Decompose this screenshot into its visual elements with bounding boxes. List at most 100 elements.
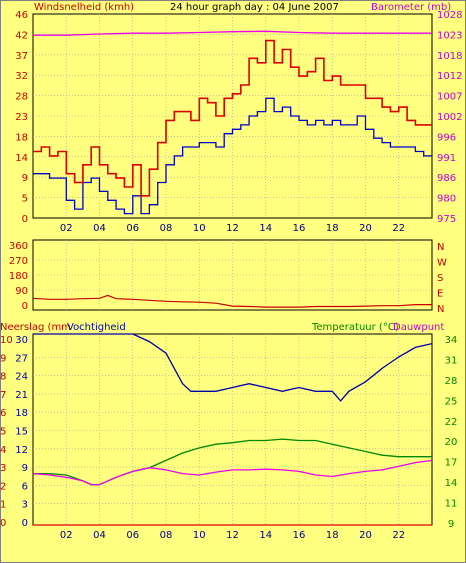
series-lines bbox=[32, 30, 433, 526]
x-tick-label: 18 bbox=[326, 530, 339, 541]
x-tick-label: 14 bbox=[259, 530, 272, 541]
humidity-tick-label: 21 bbox=[15, 390, 28, 401]
x-tick-label: 22 bbox=[392, 223, 405, 234]
chart-title: 24 hour graph day : 04 June 2007 bbox=[170, 2, 339, 13]
wind-tick-label: 32 bbox=[15, 71, 28, 82]
humidity-tick-label: 0 bbox=[22, 518, 28, 529]
rain-tick-label: 2 bbox=[0, 481, 6, 492]
humidity-tick-label: 3 bbox=[22, 500, 28, 511]
rain-tick-label: 0 bbox=[0, 518, 6, 529]
dewpoint-series bbox=[32, 459, 433, 486]
barometer-axis-label: Barometer (mb) bbox=[371, 2, 451, 13]
humidity-series bbox=[33, 333, 433, 402]
barometer-tick-label: 1007 bbox=[437, 92, 462, 103]
rain-tick-label: 3 bbox=[0, 463, 6, 474]
direction-tick-label: 270 bbox=[9, 256, 28, 267]
direction-tick-label: 0 bbox=[22, 301, 28, 312]
wind-tick-label: 46 bbox=[15, 10, 28, 21]
wind-tick-label: 9 bbox=[22, 173, 28, 184]
x-tick-label: 18 bbox=[326, 223, 339, 234]
humidity-tick-label: 6 bbox=[22, 481, 28, 492]
x-tick-label: 08 bbox=[160, 530, 173, 541]
wind-speed-series bbox=[33, 97, 432, 215]
direction-tick-label: 360 bbox=[9, 241, 28, 252]
wind-direction-series bbox=[32, 294, 432, 308]
grid-lines bbox=[33, 14, 432, 525]
barometer-tick-label: 1023 bbox=[437, 30, 462, 41]
dewpoint-axis-label: Dauwpunt bbox=[393, 322, 444, 333]
barometer-series bbox=[33, 30, 432, 36]
x-tick-label: 16 bbox=[293, 223, 306, 234]
compass-label: N bbox=[437, 242, 444, 253]
compass-label: W bbox=[437, 258, 447, 269]
rain-tick-label: 8 bbox=[0, 372, 6, 383]
humidity-tick-label: 15 bbox=[15, 427, 28, 438]
rain-tick-label: 9 bbox=[0, 353, 6, 364]
x-tick-label: 20 bbox=[359, 530, 372, 541]
wind-tick-label: 5 bbox=[22, 194, 28, 205]
rain-axis-label: Neerslag (mm bbox=[0, 322, 71, 333]
temperature-tick-label: 34 bbox=[445, 335, 458, 346]
x-tick-label: 14 bbox=[259, 223, 272, 234]
x-tick-label: 10 bbox=[193, 530, 206, 541]
x-tick-label: 12 bbox=[226, 530, 239, 541]
wind-tick-label: 18 bbox=[15, 132, 28, 143]
barometer-tick-label: 1018 bbox=[437, 51, 462, 62]
x-tick-label: 04 bbox=[93, 530, 106, 541]
compass-label: E bbox=[437, 289, 443, 300]
barometer-tick-label: 986 bbox=[437, 173, 456, 184]
x-tick-label: 22 bbox=[392, 530, 405, 541]
wind-tick-label: 28 bbox=[15, 92, 28, 103]
temperature-tick-label: 31 bbox=[445, 355, 458, 366]
rain-tick-label: 4 bbox=[0, 445, 6, 456]
humidity-tick-label: 27 bbox=[15, 353, 28, 364]
barometer-tick-label: 991 bbox=[437, 153, 456, 164]
temperature-tick-label: 25 bbox=[445, 396, 458, 407]
x-tick-label: 06 bbox=[126, 223, 139, 234]
temperature-tick-label: 22 bbox=[445, 417, 458, 428]
wind-tick-label: 14 bbox=[15, 153, 28, 164]
barometer-tick-label: 996 bbox=[437, 132, 456, 143]
barometer-tick-label: 1002 bbox=[437, 112, 462, 123]
temperature-tick-label: 28 bbox=[445, 376, 458, 387]
x-tick-label: 04 bbox=[93, 223, 106, 234]
rain-tick-label: 5 bbox=[0, 427, 6, 438]
wind-axis-label: Windsnelheid (kmh) bbox=[34, 2, 134, 13]
rain-tick-label: 10 bbox=[0, 335, 13, 346]
direction-tick-label: 180 bbox=[9, 271, 28, 282]
wind-tick-label: 23 bbox=[15, 112, 28, 123]
compass-label: S bbox=[437, 273, 443, 284]
temperature-tick-label: 9 bbox=[448, 519, 454, 530]
humidity-tick-label: 30 bbox=[15, 335, 28, 346]
wind-gust-series bbox=[33, 39, 432, 197]
humidity-tick-label: 9 bbox=[22, 463, 28, 474]
temperature-axis-label: Temperatuur (°C) bbox=[311, 322, 399, 333]
temperature-tick-label: 11 bbox=[445, 499, 458, 510]
temperature-tick-label: 17 bbox=[445, 458, 458, 469]
wind-tick-label: 37 bbox=[15, 51, 28, 62]
rain-tick-label: 7 bbox=[0, 390, 6, 401]
x-tick-label: 10 bbox=[193, 223, 206, 234]
humidity-tick-label: 12 bbox=[15, 445, 28, 456]
humidity-tick-label: 24 bbox=[15, 372, 28, 383]
barometer-tick-label: 980 bbox=[437, 194, 456, 205]
x-tick-label: 20 bbox=[359, 223, 372, 234]
x-tick-label: 02 bbox=[60, 223, 73, 234]
barometer-tick-label: 1012 bbox=[437, 71, 462, 82]
temperature-tick-label: 14 bbox=[445, 478, 458, 489]
barometer-tick-label: 1028 bbox=[437, 10, 462, 21]
rain-tick-label: 6 bbox=[0, 408, 6, 419]
x-tick-label: 16 bbox=[293, 530, 306, 541]
direction-tick-label: 90 bbox=[15, 286, 28, 297]
tick-labels: 4642373228231814950102810231018101210071… bbox=[0, 10, 462, 541]
rain-tick-label: 1 bbox=[0, 500, 6, 511]
humidity-tick-label: 18 bbox=[15, 408, 28, 419]
x-tick-label: 12 bbox=[226, 223, 239, 234]
wind-tick-label: 42 bbox=[15, 30, 28, 41]
humidity-axis-label: Vochtigheid bbox=[67, 322, 126, 333]
compass-label: N bbox=[437, 304, 444, 315]
x-tick-label: 02 bbox=[60, 530, 73, 541]
wind-tick-label: 0 bbox=[22, 214, 28, 225]
temperature-tick-label: 20 bbox=[445, 437, 458, 448]
